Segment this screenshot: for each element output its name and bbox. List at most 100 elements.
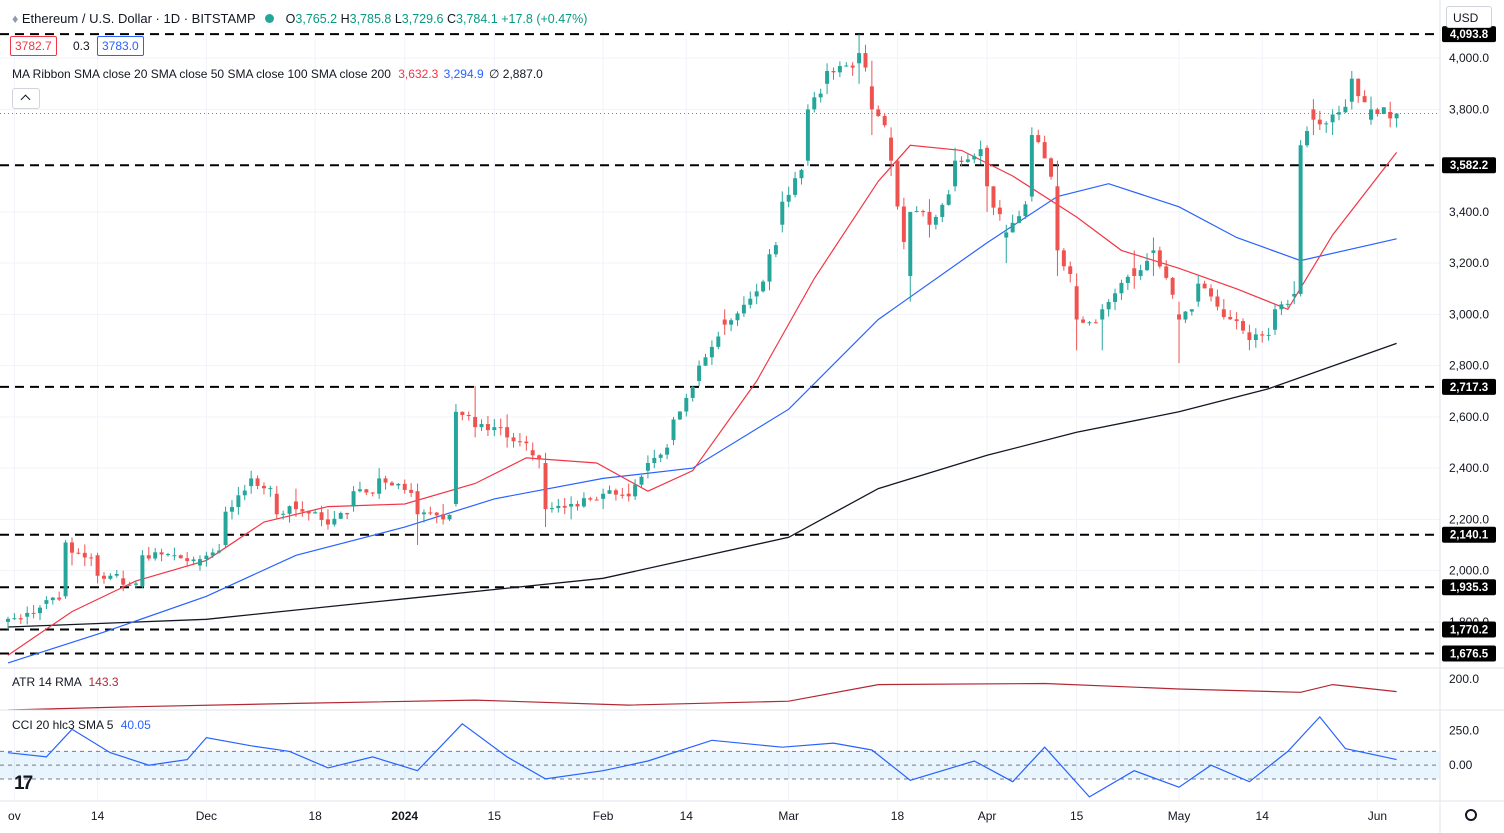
candle <box>1113 288 1118 310</box>
candle <box>1106 299 1111 317</box>
candle <box>1010 214 1015 233</box>
candle <box>242 484 247 501</box>
candle-body <box>933 216 938 225</box>
candle-body <box>1061 250 1066 267</box>
candle-body <box>1215 296 1220 307</box>
candle-body <box>1183 311 1188 320</box>
candle <box>146 546 151 561</box>
candle <box>882 112 887 128</box>
candle <box>485 415 490 437</box>
candle-body <box>1266 334 1271 336</box>
candle-body <box>1343 106 1348 113</box>
candle <box>818 88 823 103</box>
candle <box>895 160 900 210</box>
candle-body <box>831 70 836 73</box>
candle <box>108 573 113 581</box>
candle <box>415 483 420 546</box>
candle <box>652 449 657 469</box>
candle <box>594 496 599 501</box>
candle-body <box>1209 288 1214 297</box>
cci-legend[interactable]: CCI 20 hlc3 SMA 5 40.05 <box>12 718 151 732</box>
candle-body <box>441 514 446 520</box>
candle-body <box>210 552 215 556</box>
ma100-value: ∅ <box>489 67 500 81</box>
candle <box>530 442 535 461</box>
candle <box>210 548 215 558</box>
candle-body <box>1279 304 1284 310</box>
time-tick-label: 15 <box>1070 809 1084 823</box>
candle <box>1260 330 1265 343</box>
candle <box>735 311 740 326</box>
candle <box>1241 318 1246 335</box>
candle-body <box>530 450 535 456</box>
candle <box>1298 140 1303 297</box>
candle <box>812 91 817 113</box>
candle <box>543 452 548 528</box>
candle <box>1311 99 1316 136</box>
candle-body <box>748 298 753 305</box>
candle-body <box>645 463 650 471</box>
candle <box>178 554 183 559</box>
level-tag-label: 3,582.2 <box>1450 160 1488 172</box>
candle <box>1247 324 1252 351</box>
time-tick-label: ov <box>8 809 21 823</box>
candle <box>313 509 318 514</box>
candle <box>825 63 830 95</box>
tradingview-logo-icon[interactable]: 17 <box>14 773 33 794</box>
candle-body <box>261 485 266 489</box>
candle <box>89 553 94 567</box>
candle <box>76 548 81 555</box>
candle-body <box>703 357 708 366</box>
time-axis[interactable]: ov 14 Dec 18 2024 15 Feb 14 Mar 18 Apr 15 May 14 Jun <box>8 809 1387 823</box>
candle <box>908 211 913 302</box>
bid-price-button[interactable]: 3782.7 <box>10 36 57 56</box>
candle-body <box>1285 303 1290 305</box>
candle-body <box>402 483 407 490</box>
candle-body <box>607 490 612 494</box>
atr-legend[interactable]: ATR 14 RMA 143.3 <box>12 675 119 689</box>
candle-body <box>1055 186 1060 251</box>
price-axis[interactable]: 4,000.0 3,800.0 3,400.0 3,200.0 3,000.0 2,800… <box>1442 26 1496 772</box>
candle <box>351 486 356 512</box>
candle <box>300 501 305 517</box>
ma50-value: 3,294.9 <box>443 67 484 81</box>
candle <box>1221 299 1226 320</box>
time-tick-label: May <box>1168 809 1191 823</box>
candle-body <box>255 478 260 486</box>
ask-price-button[interactable]: 3783.0 <box>97 36 144 56</box>
candle <box>268 485 273 497</box>
candle-body <box>1157 250 1162 267</box>
currency-label: USD <box>1453 11 1479 25</box>
candle-body <box>1145 260 1150 271</box>
candle-body <box>972 156 977 160</box>
candle-body <box>1221 309 1226 317</box>
candle-body <box>396 483 401 486</box>
candle <box>1337 105 1341 121</box>
candle-body <box>869 86 874 110</box>
symbol-title[interactable]: Ethereum / U.S. Dollar · 1D · BITSTAMP <box>21 11 256 26</box>
candle-body <box>1125 276 1130 283</box>
candle <box>709 340 714 365</box>
candle-body <box>485 424 490 431</box>
candle-body <box>338 513 343 519</box>
candle-body <box>1362 96 1367 103</box>
price-tick-label: 3,200.0 <box>1449 256 1489 270</box>
candle-body <box>364 489 369 493</box>
candle <box>1004 224 1009 264</box>
candle-body <box>1260 334 1265 336</box>
candle-body <box>1349 78 1354 102</box>
gear-icon[interactable] <box>1465 809 1477 821</box>
candle-body <box>434 512 439 516</box>
candle <box>447 514 452 522</box>
collapse-legend-button[interactable] <box>12 88 40 109</box>
candle <box>332 510 337 527</box>
candle <box>537 454 542 469</box>
currency-selector[interactable]: USD <box>1446 6 1492 28</box>
level-price-tag: 1,676.5 <box>1442 645 1496 662</box>
ma-ribbon-legend[interactable]: MA Ribbon SMA close 20 SMA close 50 SMA … <box>12 67 543 81</box>
candle <box>1317 110 1322 130</box>
candle-body <box>473 416 478 428</box>
time-tick-label: 15 <box>488 809 502 823</box>
candle-body <box>818 93 823 98</box>
